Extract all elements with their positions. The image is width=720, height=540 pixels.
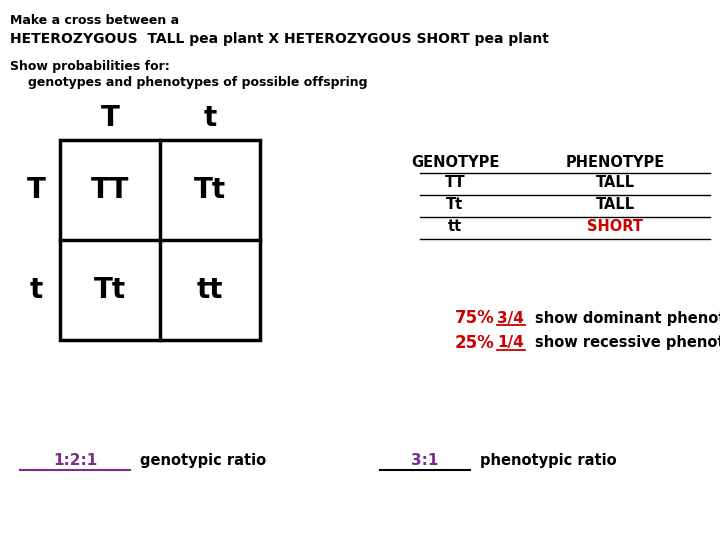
Text: T: T	[101, 104, 120, 132]
Text: Tt: Tt	[446, 198, 464, 212]
Text: TT: TT	[91, 176, 129, 204]
Text: show recessive phenotype: show recessive phenotype	[535, 335, 720, 350]
Text: phenotypic ratio: phenotypic ratio	[480, 453, 616, 468]
Text: 3:1: 3:1	[411, 453, 438, 468]
Text: t: t	[203, 104, 217, 132]
Text: Tt: Tt	[194, 176, 226, 204]
Text: GENOTYPE: GENOTYPE	[411, 155, 499, 170]
Text: show dominant phenotype: show dominant phenotype	[535, 310, 720, 326]
Text: 1/4: 1/4	[497, 335, 523, 350]
Text: TALL: TALL	[595, 176, 634, 191]
Text: Tt: Tt	[94, 276, 126, 304]
Text: 1:2:1: 1:2:1	[53, 453, 97, 468]
Text: TT: TT	[445, 176, 465, 191]
Text: 25%: 25%	[455, 334, 495, 352]
Text: Make a cross between a: Make a cross between a	[10, 14, 179, 27]
Text: tt: tt	[197, 276, 223, 304]
Text: genotypic ratio: genotypic ratio	[140, 453, 266, 468]
Text: HETEROZYGOUS  TALL pea plant X HETEROZYGOUS SHORT pea plant: HETEROZYGOUS TALL pea plant X HETEROZYGO…	[10, 32, 549, 46]
Text: T: T	[27, 176, 45, 204]
Text: TALL: TALL	[595, 198, 634, 212]
Text: genotypes and phenotypes of possible offspring: genotypes and phenotypes of possible off…	[28, 76, 367, 89]
Text: 75%: 75%	[455, 309, 495, 327]
Text: t: t	[30, 276, 42, 304]
Text: tt: tt	[448, 219, 462, 234]
Text: Show probabilities for:: Show probabilities for:	[10, 60, 170, 73]
Bar	[60, 140, 260, 340]
Text: 3/4: 3/4	[497, 310, 524, 326]
Text: PHENOTYPE: PHENOTYPE	[565, 155, 665, 170]
Text: SHORT: SHORT	[587, 219, 643, 234]
